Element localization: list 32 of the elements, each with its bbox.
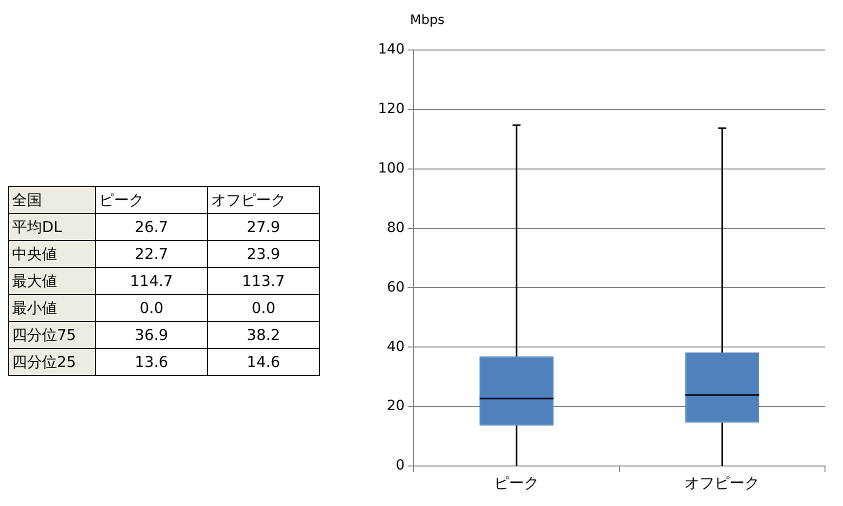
data-label: 114.7 (96, 268, 208, 294)
data-label: 13.6 (96, 348, 208, 376)
y-tick-label: 最小値 (8, 294, 96, 322)
x-tick-label: ピーク (96, 186, 208, 214)
y-tick-label: 20 (386, 398, 405, 414)
y-tick-label: 60 (386, 279, 405, 296)
y-tick-label: 四分位25 (8, 348, 96, 376)
y-tick-label: 100 (378, 160, 405, 176)
y-tick-label: 80 (386, 220, 405, 236)
y-tick-label: 中央値 (8, 240, 96, 268)
y-tick-label: 120 (378, 101, 405, 118)
data-label: 0.0 (96, 294, 208, 322)
x-tick-label: オフピーク (208, 186, 320, 214)
data-label: 38.2 (208, 322, 320, 348)
data-label: 14.6 (208, 348, 320, 376)
y-tick-label: 0 (396, 458, 405, 474)
y-axis-title: Mbps (410, 13, 445, 28)
x-tick-label: オフピーク (684, 474, 760, 492)
y-tick-label: 40 (386, 338, 405, 355)
data-label: 0.0 (208, 294, 320, 322)
data-label: 26.7 (96, 214, 208, 240)
y-tick-label: 平均DL (8, 214, 96, 240)
chart-title: 全国 (8, 186, 96, 214)
data-label: 27.9 (208, 214, 320, 240)
data-label: 36.9 (96, 322, 208, 348)
data-label: 23.9 (208, 240, 320, 268)
x-tick-label: ピーク (494, 474, 540, 492)
y-tick-label: 最大値 (8, 268, 96, 294)
data-label: 113.7 (208, 268, 320, 294)
y-tick-label: 四分位75 (8, 322, 96, 348)
y-tick-label: 140 (378, 42, 405, 58)
data-label: 22.7 (96, 240, 208, 268)
